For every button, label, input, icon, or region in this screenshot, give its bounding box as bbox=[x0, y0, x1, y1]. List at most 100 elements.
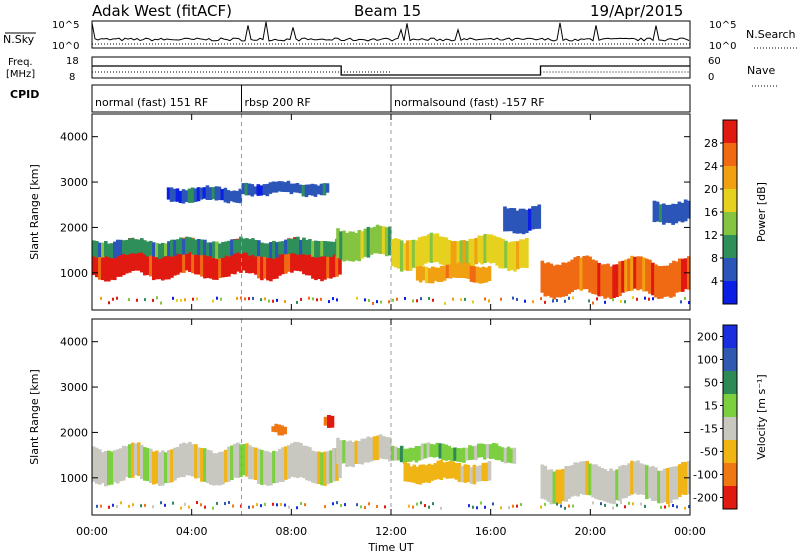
colorbar-tick-label: 100 bbox=[697, 354, 718, 367]
data-cell bbox=[275, 245, 279, 279]
data-cell bbox=[528, 208, 532, 231]
data-cell bbox=[287, 238, 291, 254]
data-cell bbox=[95, 241, 99, 258]
ground-speck bbox=[592, 501, 594, 505]
data-cell bbox=[421, 464, 426, 483]
ground-speck bbox=[432, 298, 434, 302]
power-panel: 1000 2000 3000 4000 Slant Range [km] 4 8 12 16… bbox=[28, 113, 768, 311]
data-cell bbox=[597, 466, 601, 500]
ground-speck bbox=[388, 300, 390, 304]
data-cell bbox=[326, 245, 330, 279]
data-cell bbox=[666, 265, 670, 297]
data-cell bbox=[516, 241, 520, 270]
data-cell bbox=[250, 184, 255, 197]
data-cell bbox=[140, 445, 144, 480]
ground-speck bbox=[136, 298, 138, 302]
data-cell bbox=[339, 231, 343, 260]
data-cell bbox=[122, 240, 126, 254]
data-cell bbox=[305, 445, 309, 481]
ground-speck bbox=[360, 505, 362, 509]
data-cell bbox=[206, 449, 210, 484]
data-cell bbox=[218, 245, 222, 278]
data-cell bbox=[176, 447, 180, 478]
colorbar-segment bbox=[723, 143, 737, 167]
data-cell bbox=[444, 237, 449, 267]
ground-speck bbox=[688, 505, 690, 509]
data-cell bbox=[218, 243, 222, 259]
ground-speck bbox=[420, 501, 422, 505]
data-cell bbox=[459, 240, 464, 270]
data-cell bbox=[457, 262, 462, 278]
data-cell bbox=[152, 242, 156, 257]
ground-speck bbox=[372, 301, 374, 305]
data-cell bbox=[236, 239, 240, 253]
data-cell bbox=[286, 180, 291, 193]
colorbar-tick-label: 16 bbox=[704, 206, 718, 219]
ground-speck bbox=[332, 297, 334, 301]
data-cell bbox=[475, 266, 480, 283]
data-cell bbox=[402, 243, 407, 271]
data-cell bbox=[512, 208, 517, 234]
data-cell bbox=[448, 264, 453, 279]
data-cell bbox=[408, 240, 413, 271]
data-cell bbox=[280, 425, 284, 436]
data-cell bbox=[549, 263, 554, 298]
ground-speck bbox=[312, 297, 314, 301]
ground-speck bbox=[228, 501, 230, 505]
data-cell bbox=[384, 437, 389, 460]
data-cell bbox=[567, 261, 571, 294]
data-cell bbox=[451, 263, 456, 278]
power-ylabel: Slant Range [km] bbox=[28, 164, 41, 260]
ground-speck bbox=[316, 298, 318, 302]
ground-speck bbox=[516, 504, 518, 508]
data-cell bbox=[411, 239, 416, 268]
ground-speck bbox=[472, 505, 474, 509]
data-cell bbox=[669, 467, 673, 504]
data-cell bbox=[271, 426, 275, 432]
ground-speck bbox=[108, 505, 110, 509]
ground-speck bbox=[336, 501, 338, 505]
data-cell bbox=[468, 445, 472, 460]
ground-speck bbox=[244, 297, 246, 301]
data-cell bbox=[472, 266, 477, 283]
data-cell bbox=[332, 448, 336, 482]
ground-speck bbox=[412, 505, 414, 509]
data-cell bbox=[525, 238, 529, 269]
data-cell bbox=[677, 201, 682, 222]
nsky-tick-bottom: 10^0 bbox=[52, 41, 79, 52]
data-cell bbox=[169, 187, 174, 202]
data-cell bbox=[278, 241, 282, 255]
data-cell bbox=[274, 423, 278, 433]
data-cell bbox=[652, 200, 657, 223]
nave-tick-top: 60 bbox=[708, 56, 721, 67]
data-cell bbox=[304, 184, 309, 198]
data-cell bbox=[624, 259, 628, 292]
data-cell bbox=[281, 243, 285, 275]
data-cell bbox=[415, 266, 420, 281]
ground-speck bbox=[232, 504, 234, 508]
data-cell bbox=[295, 183, 300, 193]
data-cell bbox=[609, 266, 613, 300]
data-cell bbox=[462, 240, 467, 272]
data-cell bbox=[558, 265, 562, 298]
data-cell bbox=[326, 451, 330, 485]
data-cell bbox=[354, 440, 359, 464]
data-cell bbox=[248, 240, 252, 274]
data-cell bbox=[140, 238, 144, 253]
data-cell bbox=[263, 247, 267, 279]
ground-speck bbox=[392, 298, 394, 302]
data-cell bbox=[669, 263, 673, 298]
data-cell bbox=[175, 188, 180, 202]
ground-speck bbox=[632, 502, 634, 506]
data-cell bbox=[591, 464, 595, 498]
data-cell bbox=[209, 450, 213, 485]
data-cell bbox=[305, 240, 309, 256]
data-cell bbox=[408, 447, 413, 462]
ground-speck bbox=[204, 505, 206, 509]
data-cell bbox=[247, 183, 252, 196]
data-cell bbox=[450, 241, 455, 269]
data-cell bbox=[236, 442, 240, 478]
ground-speck bbox=[652, 297, 654, 301]
data-cell bbox=[372, 436, 377, 461]
